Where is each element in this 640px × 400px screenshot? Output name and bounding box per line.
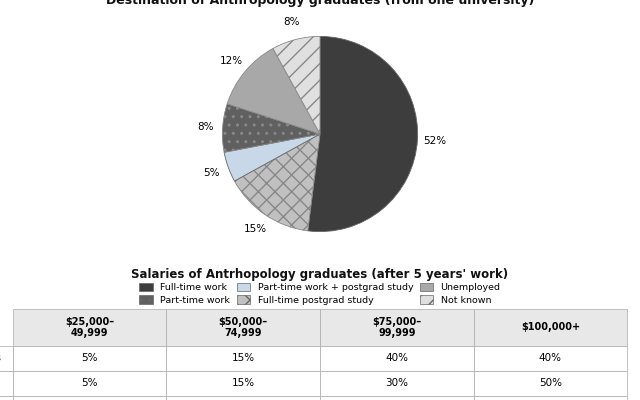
Wedge shape (308, 36, 417, 232)
Text: 52%: 52% (424, 136, 447, 146)
Title: Destination of Anthropology graduates (from one university): Destination of Anthropology graduates (f… (106, 0, 534, 7)
Text: 15%: 15% (244, 224, 267, 234)
Wedge shape (273, 36, 320, 134)
Text: 8%: 8% (197, 122, 213, 132)
Text: 12%: 12% (220, 56, 243, 66)
Wedge shape (223, 104, 320, 152)
Wedge shape (227, 48, 320, 134)
Text: 8%: 8% (283, 18, 300, 28)
Text: 5%: 5% (204, 168, 220, 178)
Wedge shape (224, 134, 320, 181)
Text: Salaries of Antrhopology graduates (after 5 years' work): Salaries of Antrhopology graduates (afte… (131, 268, 509, 281)
Legend: Full-time work, Part-time work, Part-time work + postgrad study, Full-time postg: Full-time work, Part-time work, Part-tim… (140, 283, 500, 305)
Wedge shape (234, 134, 320, 231)
